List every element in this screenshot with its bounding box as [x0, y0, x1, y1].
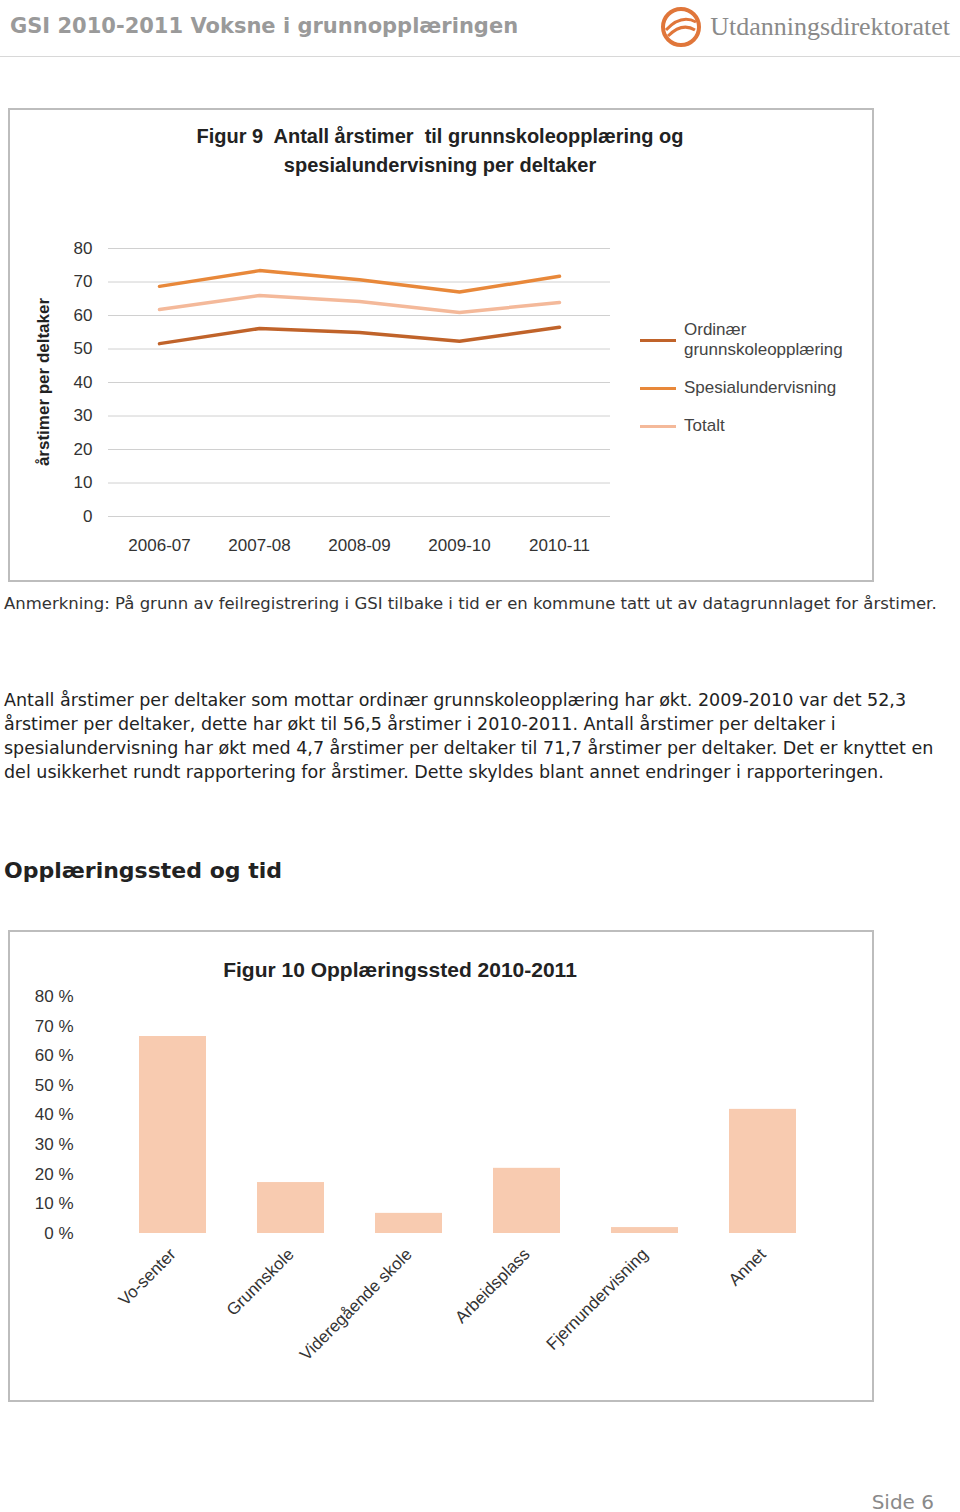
svg-text:2007-08: 2007-08	[228, 536, 290, 555]
svg-text:80: 80	[74, 239, 93, 258]
svg-text:50: 50	[74, 339, 93, 358]
svg-text:70: 70	[74, 272, 93, 291]
html-text:Anmerkning: På grunn av feilre: Anmerkning: På grunn av feilregistrering…	[4, 594, 937, 613]
svg-text:10: 10	[74, 473, 93, 492]
svg-text:20 %: 20 %	[35, 1165, 74, 1184]
svg-text:60 %: 60 %	[35, 1046, 74, 1065]
svg-text:10 %: 10 %	[35, 1194, 74, 1213]
html-text:Figur 10 Opplæringssted 2010-2: Figur 10 Opplæringssted 2010-2011	[223, 958, 577, 981]
svg-text:40: 40	[74, 373, 93, 392]
svg-text:30: 30	[74, 406, 93, 425]
svg-text:2010-11: 2010-11	[529, 536, 590, 555]
svg-text:2006-07: 2006-07	[128, 536, 190, 555]
html-text:Spesialundervisning: Spesialundervisning	[684, 378, 837, 397]
svg-text:2009-10: 2009-10	[428, 536, 490, 555]
svg-text:2008-09: 2008-09	[328, 536, 390, 555]
html-text:Opplæringssted og tid: Opplæringssted og tid	[4, 858, 282, 883]
svg-text:40 %: 40 %	[35, 1105, 74, 1124]
svg-text:0: 0	[83, 507, 92, 526]
svg-text:Grunnskole: Grunnskole	[223, 1245, 298, 1320]
svg-text:30 %: 30 %	[35, 1135, 74, 1154]
svg-text:Arbeidsplass: Arbeidsplass	[451, 1245, 533, 1327]
html-text:Antall årstimer per deltaker s: Antall årstimer per deltaker som mottar …	[4, 690, 934, 782]
svg-text:Annet: Annet	[725, 1245, 770, 1290]
html-text:Ordinær grunnskoleopplæring: Ordinær grunnskoleopplæring	[684, 320, 843, 359]
svg-text:Vo-senter: Vo-senter	[115, 1245, 180, 1310]
svg-text:Videregående skole: Videregående skole	[296, 1245, 415, 1364]
html-text:Utdanningsdirektoratet: Utdanningsdirektoratet	[710, 12, 950, 41]
svg-text:50 %: 50 %	[35, 1076, 74, 1095]
svg-text:80 %: 80 %	[35, 987, 74, 1006]
svg-text:20: 20	[74, 440, 93, 459]
svg-text:Fjernundervisning: Fjernundervisning	[543, 1245, 652, 1354]
html-text:GSI 2010-2011 Voksne i grunnop: GSI 2010-2011 Voksne i grunnopplæringen	[10, 14, 519, 38]
html-text:Totalt: Totalt	[684, 416, 725, 435]
svg-text:0 %: 0 %	[44, 1224, 73, 1243]
html-text:årstimer per deltaker: årstimer per deltaker	[34, 297, 53, 467]
svg-text:60: 60	[74, 306, 93, 325]
html-text:Figur 9 Antall årstimer til gr: Figur 9 Antall årstimer til grunnskoleop…	[196, 125, 690, 176]
svg-text:70 %: 70 %	[35, 1017, 74, 1036]
